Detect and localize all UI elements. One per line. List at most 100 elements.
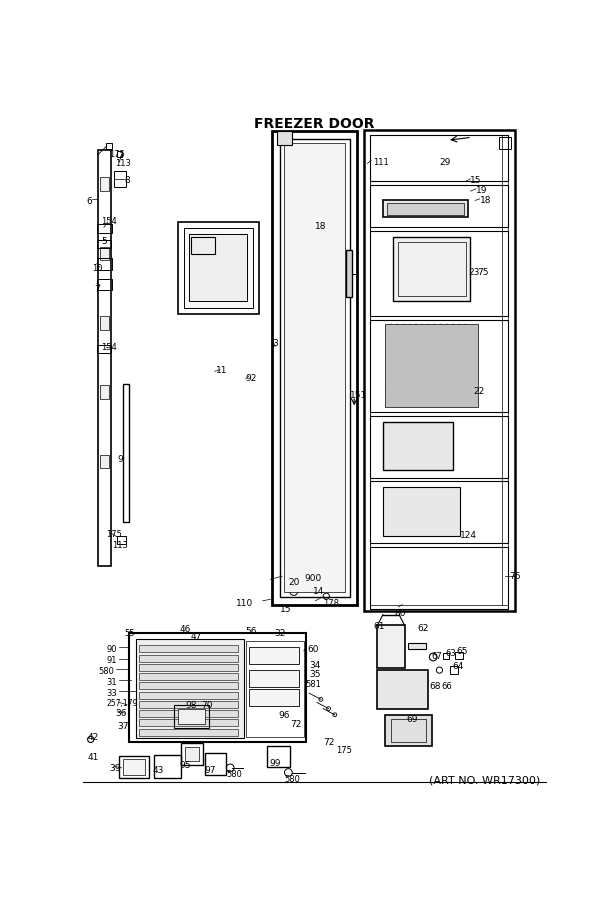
Bar — [370, 482, 508, 543]
Bar — [346, 250, 352, 297]
Bar — [117, 151, 122, 158]
Text: 34: 34 — [309, 661, 321, 670]
Text: 20: 20 — [289, 578, 300, 587]
Bar — [136, 639, 244, 738]
Text: 175: 175 — [106, 530, 122, 539]
Bar — [139, 701, 238, 707]
Bar — [383, 487, 460, 536]
Bar — [383, 201, 468, 217]
Text: 65: 65 — [456, 647, 468, 656]
Bar — [192, 238, 215, 255]
Bar — [181, 743, 203, 765]
Bar — [370, 231, 508, 316]
Bar — [393, 238, 470, 301]
Bar — [370, 135, 508, 181]
Bar — [370, 416, 508, 478]
Bar — [139, 710, 238, 717]
Text: 92: 92 — [246, 374, 257, 382]
Text: 580: 580 — [284, 775, 300, 784]
Bar — [177, 222, 259, 314]
Text: 67: 67 — [432, 652, 443, 661]
Text: 90: 90 — [107, 644, 117, 653]
Text: 5: 5 — [101, 238, 107, 247]
Text: 47: 47 — [191, 632, 202, 641]
Text: 11: 11 — [216, 366, 228, 375]
Text: 95: 95 — [180, 761, 192, 770]
Bar — [378, 626, 405, 668]
Text: 91: 91 — [107, 656, 117, 665]
Text: 580: 580 — [98, 667, 114, 676]
Bar — [249, 670, 299, 687]
Text: 6: 6 — [86, 196, 92, 205]
Text: 18: 18 — [316, 222, 327, 231]
Bar — [185, 747, 199, 761]
Bar — [139, 654, 238, 662]
Bar — [130, 633, 306, 742]
Text: 124: 124 — [460, 532, 477, 541]
Bar — [97, 223, 112, 233]
Text: 178: 178 — [323, 599, 339, 608]
Text: 113: 113 — [115, 158, 131, 167]
Bar — [100, 454, 109, 468]
Text: 63: 63 — [445, 649, 456, 658]
Text: (ART NO. WR17300): (ART NO. WR17300) — [429, 776, 540, 786]
Bar — [117, 536, 126, 544]
Bar — [383, 422, 453, 470]
Bar — [280, 139, 349, 597]
Bar — [249, 689, 299, 706]
Text: 22: 22 — [473, 387, 485, 396]
Circle shape — [388, 682, 398, 692]
Bar — [443, 653, 449, 660]
Text: 72: 72 — [323, 738, 335, 747]
Text: 3: 3 — [272, 339, 278, 348]
Text: 15: 15 — [470, 176, 482, 184]
Text: 23: 23 — [468, 268, 480, 277]
Bar — [97, 258, 112, 270]
Text: 97: 97 — [204, 766, 216, 775]
Text: 7: 7 — [94, 285, 99, 294]
Bar — [385, 715, 432, 745]
Bar — [249, 647, 299, 664]
Bar — [154, 755, 181, 778]
Text: 39: 39 — [109, 764, 121, 773]
Bar — [455, 652, 463, 660]
Bar — [98, 150, 111, 566]
Bar — [385, 324, 478, 407]
Text: 61: 61 — [373, 623, 385, 632]
Bar — [139, 645, 238, 652]
Bar — [119, 756, 149, 778]
Bar — [184, 228, 253, 308]
Bar — [246, 641, 304, 737]
Text: 43: 43 — [153, 767, 164, 776]
Text: 41: 41 — [88, 753, 99, 762]
Bar — [174, 705, 209, 728]
Text: 32: 32 — [274, 628, 286, 637]
Bar — [97, 240, 111, 248]
Text: 96: 96 — [278, 711, 290, 720]
Bar — [284, 143, 345, 592]
Text: 175: 175 — [109, 150, 125, 159]
Text: 151: 151 — [351, 392, 368, 400]
Text: 14: 14 — [313, 587, 325, 596]
Bar — [106, 143, 112, 148]
Text: 70: 70 — [201, 701, 212, 710]
Bar — [189, 233, 247, 302]
Bar — [123, 760, 145, 775]
Text: 900: 900 — [305, 574, 322, 583]
Text: 37: 37 — [117, 722, 128, 731]
Bar — [97, 346, 111, 353]
Text: 19: 19 — [476, 185, 488, 194]
Circle shape — [382, 676, 404, 698]
Text: 36: 36 — [115, 708, 127, 717]
Text: 175: 175 — [336, 745, 352, 754]
Text: 581: 581 — [305, 680, 321, 689]
Bar — [370, 320, 508, 412]
Bar — [100, 385, 109, 399]
Text: 31: 31 — [106, 678, 117, 687]
Bar — [398, 242, 466, 296]
Bar — [139, 664, 238, 670]
Text: 257,179: 257,179 — [106, 699, 138, 708]
Bar — [139, 719, 238, 726]
Text: 154: 154 — [101, 217, 117, 226]
Bar — [277, 131, 292, 145]
